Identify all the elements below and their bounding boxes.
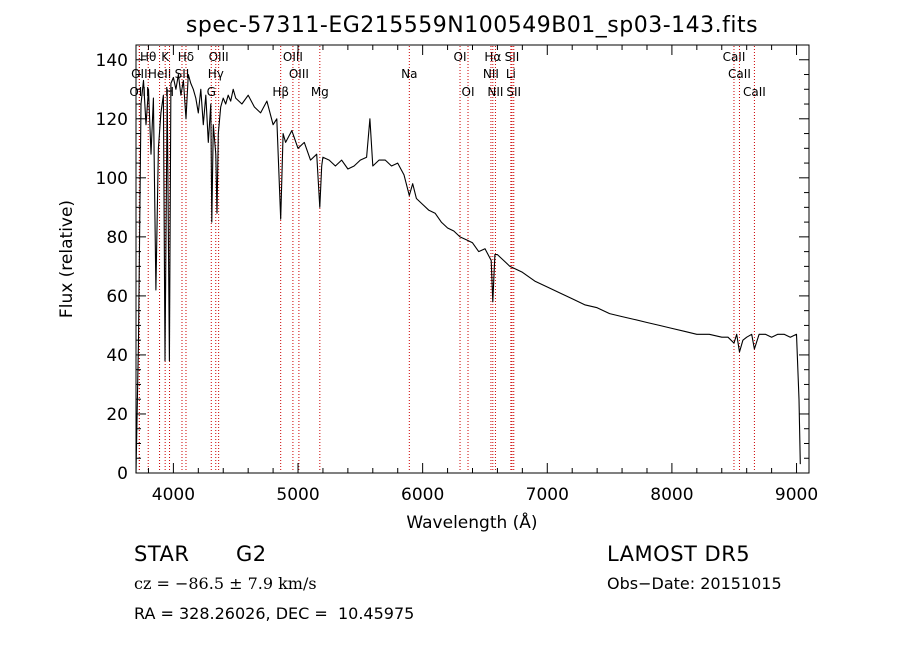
line-label: H bbox=[165, 85, 174, 99]
line-label: Hα bbox=[484, 50, 501, 64]
line-label: Hγ bbox=[208, 67, 224, 81]
line-label: OI bbox=[454, 50, 467, 64]
x-axis: 4000 5000 6000 7000 8000 9000 bbox=[147, 45, 818, 505]
y-tick-label: 140 bbox=[96, 51, 128, 71]
observation-date: Obs−Date: 20151015 bbox=[607, 574, 782, 593]
line-label: SII bbox=[175, 67, 190, 81]
line-label: SII bbox=[505, 50, 520, 64]
x-tick-label: 7000 bbox=[526, 485, 569, 505]
line-label: OIII bbox=[209, 50, 229, 64]
x-tick-label: 4000 bbox=[152, 485, 195, 505]
coordinates: RA = 328.26026, DEC = 10.45975 bbox=[134, 604, 415, 623]
object-class: STAR bbox=[134, 542, 190, 566]
line-label: OIII bbox=[289, 67, 309, 81]
line-label: NII bbox=[487, 85, 503, 99]
spectral-line-markers: Hβ MgNaOIOIHαNIINIISIISIILiOIIIOIIIOIIIHγ… bbox=[129, 46, 766, 472]
line-label: NII bbox=[483, 67, 499, 81]
x-tick-label: 6000 bbox=[401, 485, 444, 505]
line-label: Hβ bbox=[272, 85, 289, 99]
line-label: G bbox=[207, 85, 216, 99]
spectrum-line bbox=[135, 73, 801, 474]
y-tick-label: 60 bbox=[106, 287, 128, 307]
x-tick-label: 5000 bbox=[276, 485, 319, 505]
line-label: K bbox=[161, 50, 170, 64]
y-axis: 0 20 40 60 80 100 120 140 bbox=[96, 51, 809, 484]
y-tick-label: 120 bbox=[96, 110, 128, 130]
survey-name: LAMOST DR5 bbox=[607, 542, 751, 566]
line-label: Hθ bbox=[140, 50, 156, 64]
line-label: Mg bbox=[311, 85, 329, 99]
x-tick-label: 9000 bbox=[775, 485, 818, 505]
object-subclass: G2 bbox=[236, 542, 267, 566]
line-label: OI bbox=[462, 85, 475, 99]
x-axis-label: Wavelength (Å) bbox=[406, 511, 537, 533]
line-label: CaII bbox=[723, 50, 746, 64]
line-label: Li bbox=[506, 67, 516, 81]
line-label: Na bbox=[401, 67, 417, 81]
y-tick-label: 100 bbox=[96, 169, 128, 189]
line-label: Hδ bbox=[178, 50, 194, 64]
y-tick-label: 0 bbox=[117, 464, 128, 484]
y-tick-label: 20 bbox=[106, 405, 128, 425]
line-label: HeII bbox=[148, 67, 171, 81]
y-axis-label: Flux (relative) bbox=[57, 200, 77, 318]
redshift-velocity: cz = −86.5 ± 7.9 km/s bbox=[134, 574, 317, 593]
line-label: OIII bbox=[129, 85, 149, 99]
line-label: CaII bbox=[743, 85, 766, 99]
x-tick-label: 8000 bbox=[650, 485, 693, 505]
line-label: CaII bbox=[728, 67, 751, 81]
plot-frame bbox=[135, 44, 810, 474]
spectrum-series bbox=[135, 73, 801, 474]
line-label: SII bbox=[506, 85, 521, 99]
chart-title: spec-57311-EG215559N100549B01_sp03-143.f… bbox=[186, 13, 758, 38]
y-tick-label: 80 bbox=[106, 228, 128, 248]
line-label: OIII bbox=[283, 50, 303, 64]
y-tick-label: 40 bbox=[106, 346, 128, 366]
